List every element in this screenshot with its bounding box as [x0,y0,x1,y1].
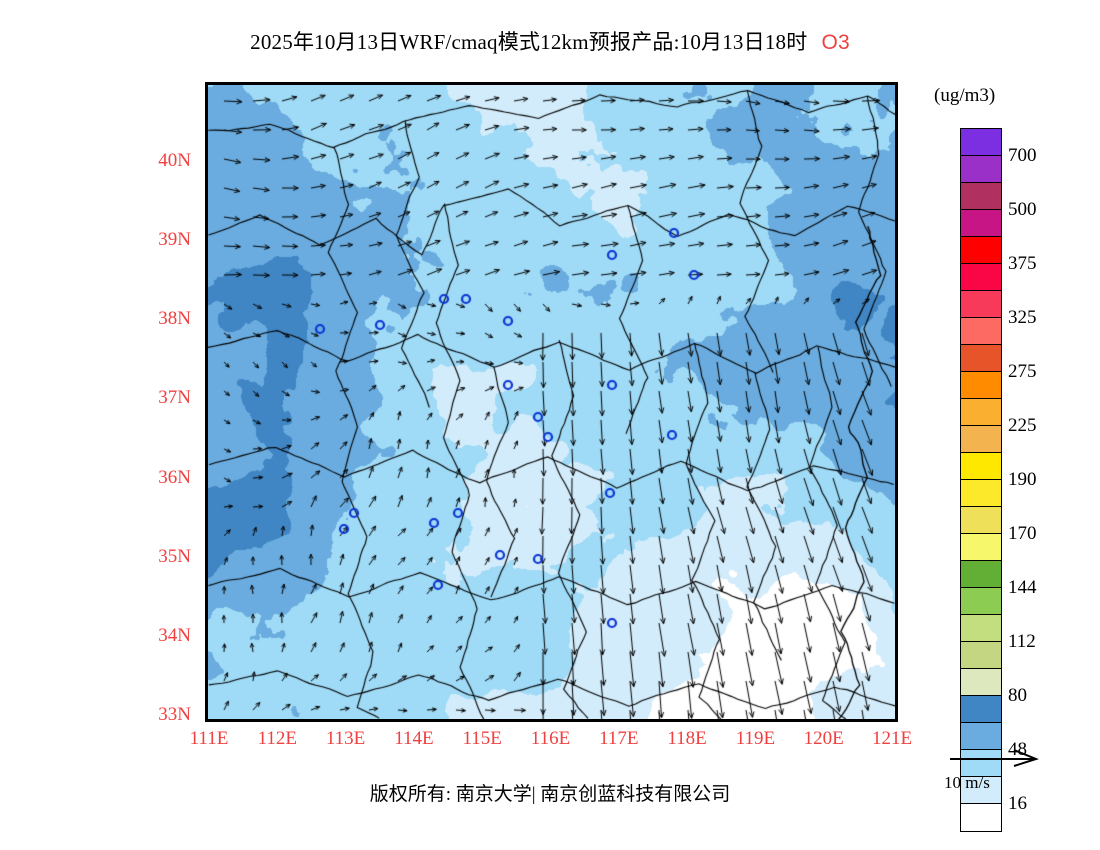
lon-tick-label: 113E [325,728,366,749]
lon-tick-label: 119E [735,728,776,749]
lon-tick-label: 116E [530,728,571,749]
lon-tick-label: 121E [871,728,913,749]
colorbar-cell [961,264,1001,291]
colorbar-cell [961,561,1001,588]
colorbar-tick-label: 112 [1008,631,1036,652]
lat-tick-label: 34N [158,624,191,646]
colorbar-cell [961,129,1001,156]
lat-tick-label: 40N [158,150,191,171]
colorbar-cell [961,426,1001,453]
colorbar-cell [961,804,1001,831]
colorbar-cell [961,345,1001,372]
colorbar-cell [961,237,1001,264]
colorbar-tick-label: 275 [1008,361,1037,382]
colorbar-tick-label: 144 [1008,577,1037,598]
wind-scale-label: 10 m/s [944,773,990,792]
colorbar-cell [961,696,1001,723]
colorbar-tick-label: 190 [1008,469,1037,490]
colorbar-tick-label: 170 [1008,523,1037,544]
colorbar-tick-label: 375 [1008,253,1037,274]
colorbar-cell [961,642,1001,669]
colorbar-units-label: (ug/m3) [934,85,996,106]
lat-tick-label: 39N [158,229,191,251]
wind-scale-legend: 10 m/s [940,745,1090,793]
colorbar-cell [961,669,1001,696]
lon-tick-label: 117E [599,728,639,749]
lon-tick-label: 120E [803,728,844,749]
colorbar-cell [961,777,1001,804]
lat-tick-label: 33N [158,704,191,725]
colorbar[interactable] [960,128,1002,832]
concentration-field-canvas [208,85,895,719]
colorbar-tick-label: 16 [1008,793,1027,814]
colorbar-cell [961,183,1001,210]
lon-tick-label: 115E [462,728,502,749]
colorbar-cell [961,291,1001,318]
map-plot-area[interactable] [205,82,898,722]
colorbar-tick-label: 325 [1008,307,1037,328]
colorbar-cell [961,210,1001,237]
colorbar-tick-label: 80 [1008,685,1027,706]
colorbar-cell [961,588,1001,615]
colorbar-cell [961,534,1001,561]
lat-tick-label: 38N [158,308,191,330]
lat-tick-label: 36N [158,466,191,488]
lon-tick-label: 112E [257,728,297,749]
colorbar-cell [961,750,1001,777]
colorbar-cell [961,156,1001,183]
lon-tick-label: 114E [394,728,434,749]
colorbar-tick-label: 48 [1008,739,1027,760]
colorbar-cell [961,399,1001,426]
colorbar-cell [961,480,1001,507]
colorbar-cell [961,507,1001,534]
colorbar-cell [961,615,1001,642]
colorbar-tick-label: 500 [1008,199,1037,220]
lat-tick-label: 35N [158,545,191,567]
footer-copyright: 版权所有: 南京大学| 南京创蓝科技有限公司 [369,784,731,805]
colorbar-cell [961,723,1001,750]
title-text: 2025年10月13日WRF/cmaq模式12km预报产品:10月13日18时 [250,30,808,54]
colorbar-cell [961,453,1001,480]
colorbar-tick-label: 225 [1008,415,1037,436]
wind-scale-arrow-icon [950,749,1039,767]
colorbar-cell [961,318,1001,345]
lon-tick-label: 111E [189,728,229,749]
title-species: O3 [821,31,850,54]
lon-tick-label: 118E [667,728,707,749]
page-title: 2025年10月13日WRF/cmaq模式12km预报产品:10月13日18时 O… [0,26,1100,56]
colorbar-tick-label: 700 [1008,145,1037,166]
lat-tick-label: 37N [158,387,191,409]
colorbar-cell [961,372,1001,399]
